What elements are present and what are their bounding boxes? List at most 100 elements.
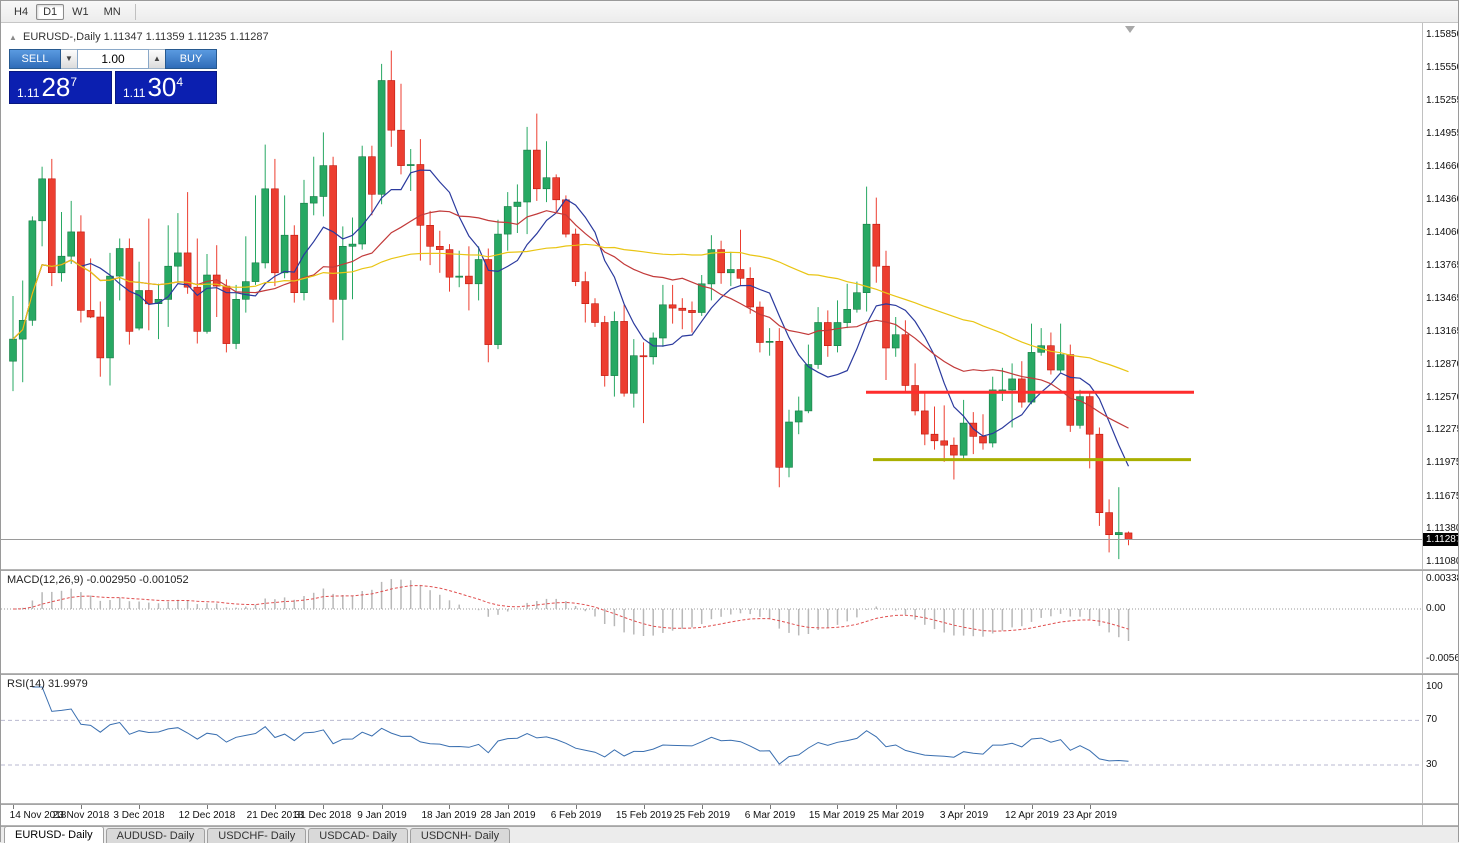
- time-axis-tick: [770, 805, 771, 809]
- time-axis[interactable]: 14 Nov 2018 23 Nov 2018 3 Dec 2018 12 Dec 2…: [1, 805, 1458, 825]
- tab-usdcad-daily[interactable]: USDCAD- Daily: [308, 828, 408, 843]
- time-axis-tick: [207, 805, 208, 809]
- timeframe-button-d1[interactable]: D1: [36, 3, 65, 20]
- pane-splitter[interactable]: [1, 673, 1458, 675]
- time-axis-label: 14 Nov 2018: [9, 810, 67, 821]
- time-axis-tick: [13, 805, 14, 809]
- time-axis-label: 3 Apr 2019: [939, 810, 989, 821]
- pane-splitter[interactable]: [1, 803, 1458, 805]
- macd-canvas[interactable]: [1, 571, 1422, 673]
- price-chart-canvas[interactable]: [1, 23, 1422, 569]
- price-scale-label: 1.12275: [1426, 424, 1458, 435]
- chart-tab-bar: EURUSD- Daily AUDUSD- Daily USDCHF- Daily U…: [1, 826, 1458, 843]
- time-axis-tick: [1032, 805, 1033, 809]
- price-scale-label: 1.15850: [1426, 29, 1458, 40]
- chart-title-ohlc: 1.11347 1.11359 1.11235 1.11287: [103, 31, 269, 43]
- price-scale-label: 1.13165: [1426, 326, 1458, 337]
- ma-50-line: [12, 243, 1129, 373]
- scale-border: [1422, 805, 1423, 825]
- macd-scale[interactable]: 0.003383 0.00 -0.005663: [1422, 571, 1458, 673]
- macd-histogram: [21, 579, 1130, 641]
- buy-price-big: 30: [147, 72, 177, 102]
- chart-title-symbol: EURUSD-,Daily: [22, 31, 101, 43]
- macd-signal-line: [12, 585, 1129, 632]
- collapse-chart-icon[interactable]: ▲: [9, 33, 17, 42]
- time-axis-tick: [81, 805, 82, 809]
- time-axis-tick: [508, 805, 509, 809]
- macd-scale-label: -0.005663: [1426, 653, 1458, 664]
- price-scale-label: 1.14360: [1426, 194, 1458, 205]
- sell-button[interactable]: SELL: [9, 49, 61, 69]
- time-axis-label: 23 Apr 2019: [1063, 810, 1117, 821]
- macd-label: MACD(12,26,9) -0.002950 -0.001052: [7, 574, 189, 586]
- time-axis-tick: [576, 805, 577, 809]
- time-axis-tick: [896, 805, 897, 809]
- price-scale-label: 1.15255: [1426, 95, 1458, 106]
- price-scale-label: 1.12870: [1426, 359, 1458, 370]
- buy-price-prefix: 1.11: [123, 86, 146, 100]
- rsi-scale-label: 30: [1426, 759, 1438, 770]
- statusbar-border: [1, 825, 1458, 827]
- time-axis-label: 25 Feb 2019: [673, 810, 731, 821]
- tab-usdcnh-daily[interactable]: USDCNH- Daily: [409, 828, 511, 843]
- rsi-scale-label: 100: [1426, 681, 1443, 692]
- macd-pane: 0.003383 0.00 -0.005663 MACD(12,26,9) -0.0…: [1, 571, 1458, 673]
- tab-usdchf-daily[interactable]: USDCHF- Daily: [207, 828, 307, 843]
- buy-price-sup: 4: [176, 75, 184, 89]
- price-scale-label: 1.14060: [1426, 227, 1458, 238]
- time-axis-tick: [323, 805, 324, 809]
- time-axis-tick: [964, 805, 965, 809]
- time-axis-label: 12 Apr 2019: [1005, 810, 1059, 821]
- volume-input[interactable]: [77, 49, 149, 69]
- time-axis-label: 25 Mar 2019: [867, 810, 925, 821]
- price-scale-label: 1.11080: [1426, 556, 1458, 567]
- price-scale-label: 1.14955: [1426, 128, 1458, 139]
- toolbar-separator: [134, 3, 136, 20]
- macd-scale-label: 0.00: [1426, 603, 1446, 614]
- price-scale-label: 1.11675: [1426, 491, 1458, 502]
- sell-price-big: 28: [41, 72, 71, 102]
- sell-price-prefix: 1.11: [17, 86, 40, 100]
- timeframe-button-h4[interactable]: H4: [14, 5, 29, 18]
- buy-button[interactable]: BUY: [165, 49, 217, 69]
- time-axis-label: 15 Feb 2019: [615, 810, 673, 821]
- macd-scale-label: 0.003383: [1426, 573, 1458, 584]
- rsi-scale-label: 70: [1426, 714, 1438, 725]
- price-scale-label: 1.12570: [1426, 392, 1458, 403]
- time-axis-tick: [837, 805, 838, 809]
- time-axis-tick: [1090, 805, 1091, 809]
- one-click-trading-panel: SELL ▼ ▲ BUY 1.11 28 7 1.11 30 4: [9, 49, 217, 104]
- tab-eurusd-daily[interactable]: EURUSD- Daily: [4, 826, 104, 843]
- chart-title: ▲ EURUSD-,Daily 1.11347 1.11359 1.11235 …: [9, 31, 269, 43]
- sell-price-panel[interactable]: 1.11 28 7: [9, 71, 112, 104]
- time-axis-label: 31 Dec 2018: [294, 810, 352, 821]
- candles-group: [9, 50, 1133, 560]
- time-axis-tick: [275, 805, 276, 809]
- volume-decrease-button[interactable]: ▼: [61, 49, 77, 69]
- rsi-canvas[interactable]: [1, 675, 1422, 803]
- tab-audusd-daily[interactable]: AUDUSD- Daily: [105, 828, 206, 843]
- time-axis-label: 6 Feb 2019: [550, 810, 602, 821]
- bid-price-badge: 1.11287: [1423, 533, 1458, 546]
- timeframe-button-mn[interactable]: MN: [103, 5, 121, 18]
- timeframe-button-w1[interactable]: W1: [72, 5, 89, 18]
- time-axis-tick: [702, 805, 703, 809]
- volume-increase-button[interactable]: ▲: [149, 49, 165, 69]
- price-scale-label: 1.13765: [1426, 260, 1458, 271]
- time-axis-tick: [644, 805, 645, 809]
- chart-shift-marker: [1125, 26, 1135, 33]
- rsi-line: [32, 686, 1129, 765]
- time-axis-label: 28 Jan 2019: [480, 810, 536, 821]
- buy-price-panel[interactable]: 1.11 30 4: [115, 71, 217, 104]
- time-axis-label: 6 Mar 2019: [744, 810, 796, 821]
- price-scale[interactable]: 1.15850 1.15550 1.15255 1.14955 1.14660 1.143…: [1422, 23, 1458, 569]
- price-scale-label: 1.14660: [1426, 161, 1458, 172]
- price-pane: 1.15850 1.15550 1.15255 1.14955 1.14660 1.143…: [1, 23, 1458, 569]
- pane-splitter[interactable]: [1, 569, 1458, 571]
- time-axis-tick: [449, 805, 450, 809]
- price-scale-label: 1.11380: [1426, 523, 1458, 534]
- time-axis-label: 12 Dec 2018: [178, 810, 236, 821]
- time-axis-tick: [382, 805, 383, 809]
- rsi-scale[interactable]: 100 70 30: [1422, 675, 1458, 803]
